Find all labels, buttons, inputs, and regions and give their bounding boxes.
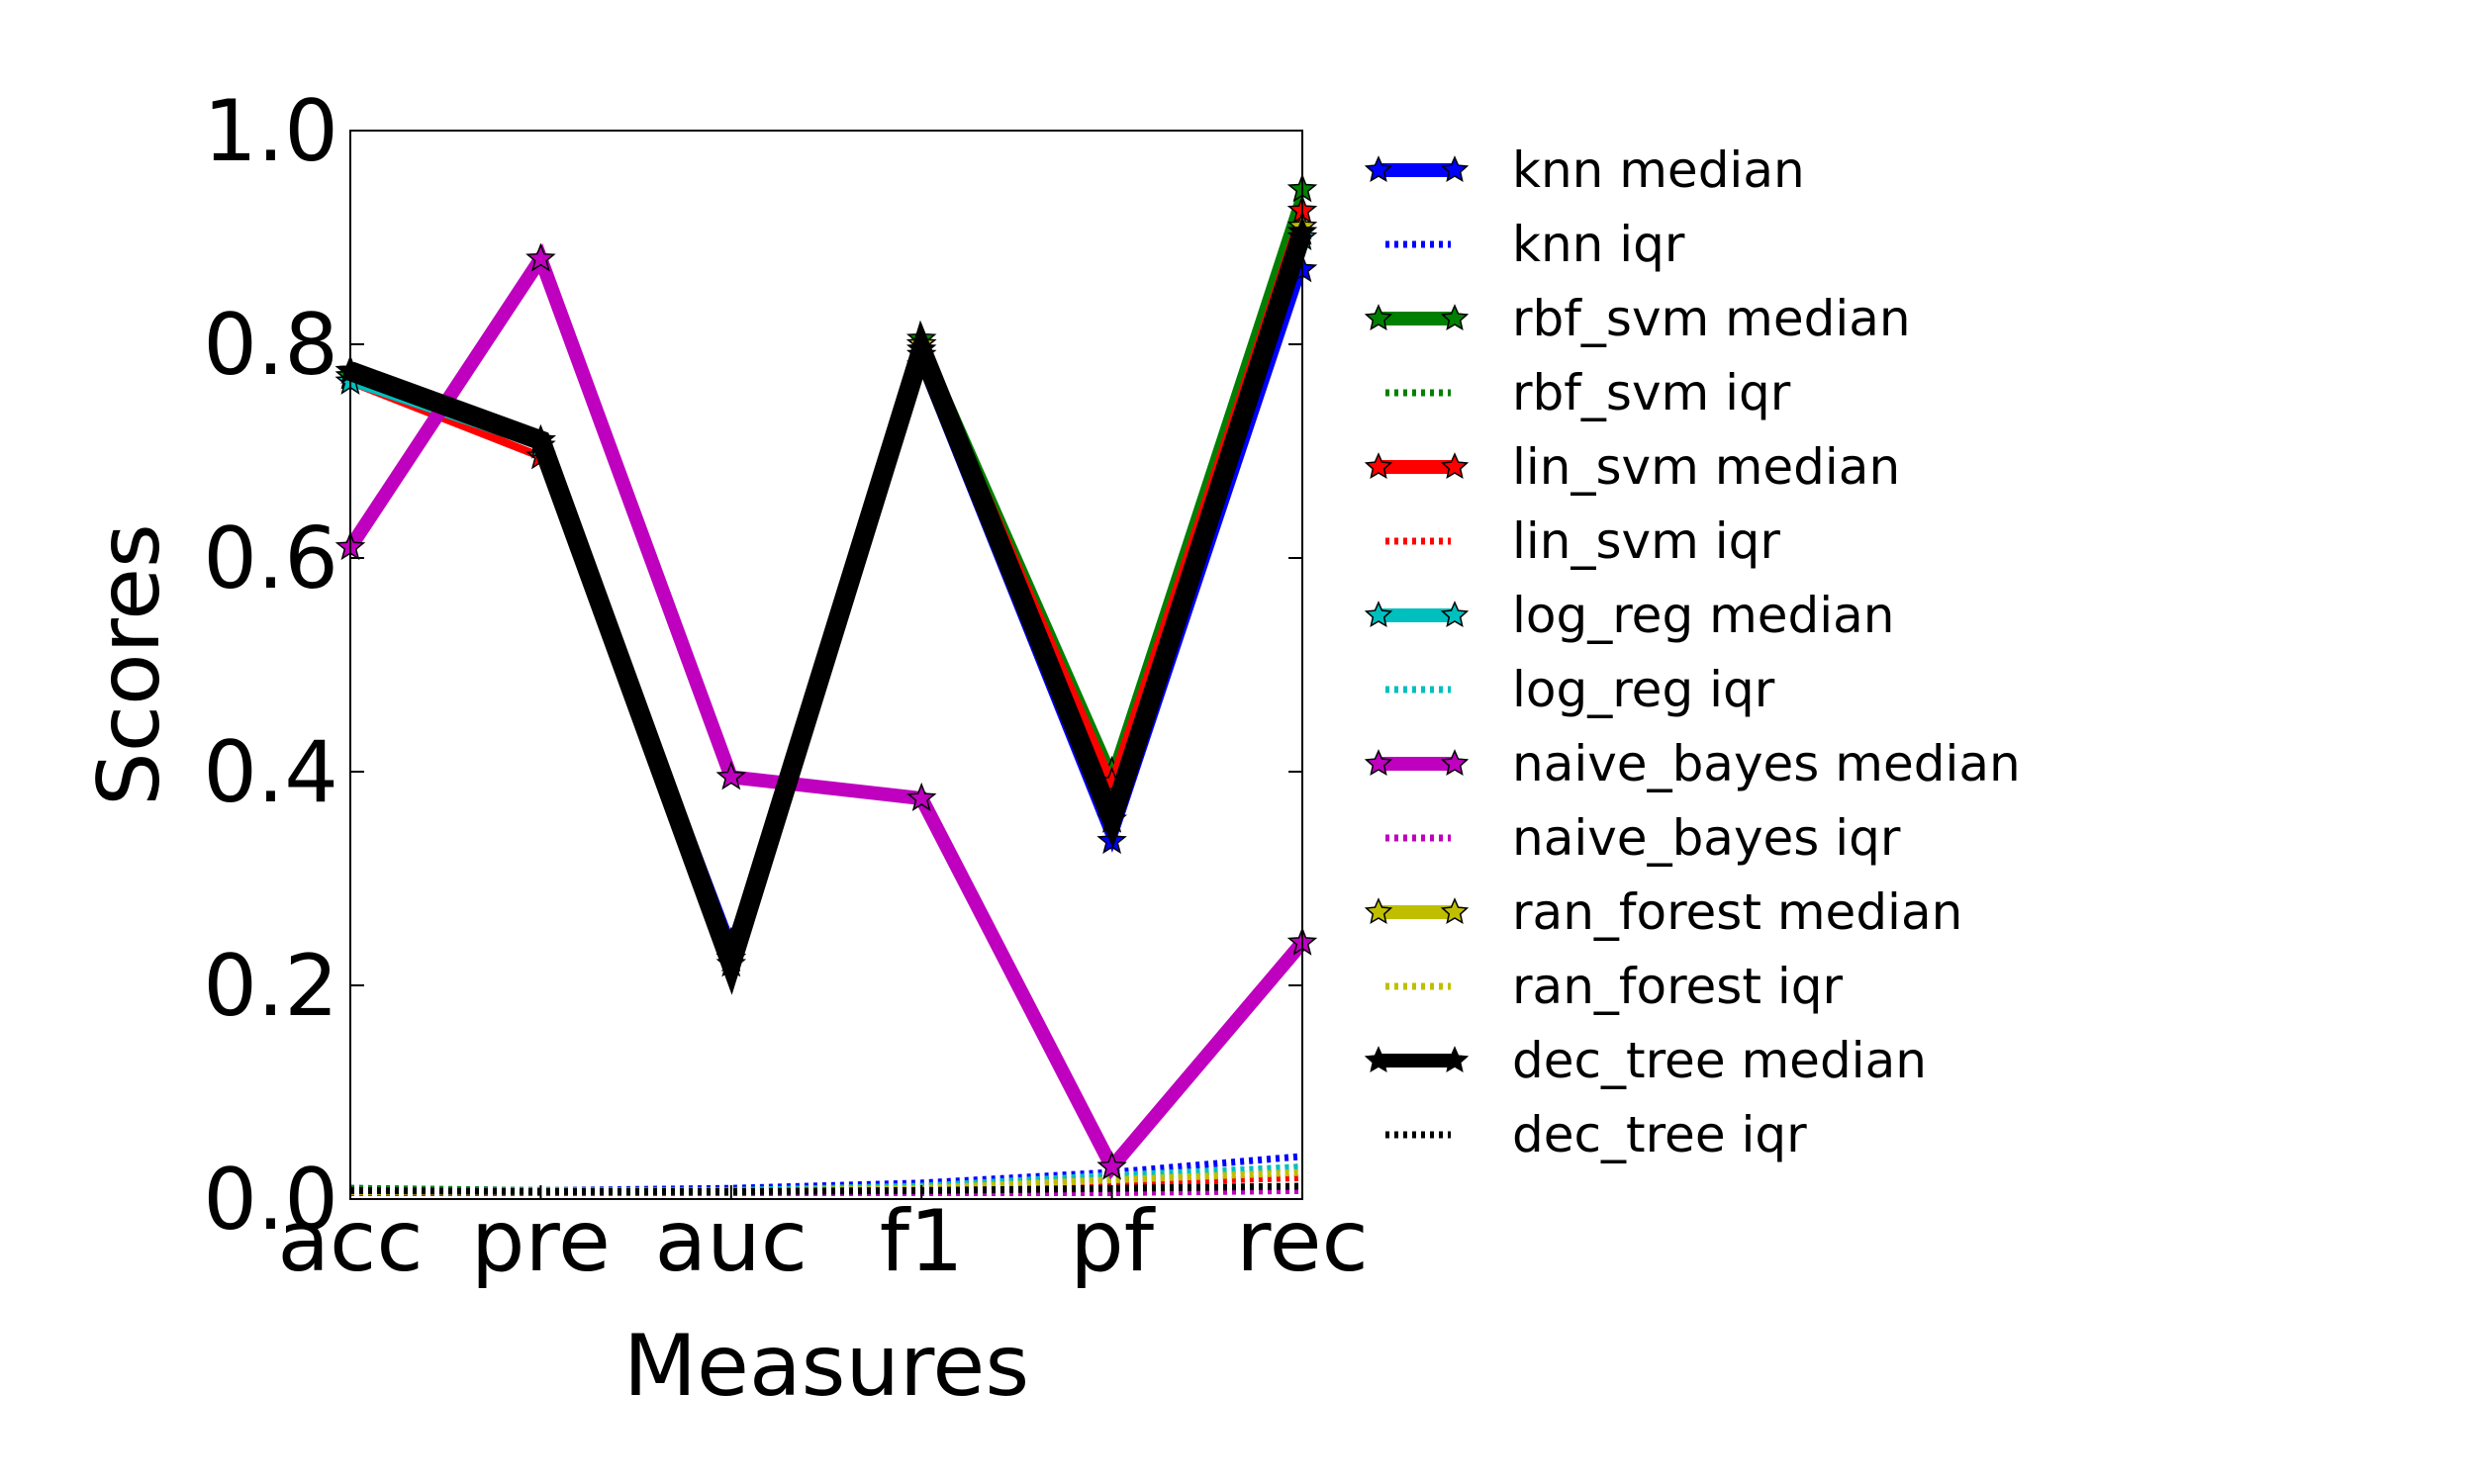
legend-marker: [1440, 897, 1470, 925]
legend-entry-dec-tree-median: dec_tree median: [1364, 1032, 1927, 1089]
series-line-ran-forest-iqr: [350, 1168, 1303, 1195]
legend-marker: [1364, 304, 1393, 331]
legend-label: ran_forest iqr: [1512, 958, 1843, 1015]
y-tick-label: 0.0: [203, 1151, 338, 1250]
series-line-knn-iqr: [349, 1153, 1303, 1194]
data-point-naive-bayes-median: [1096, 1151, 1127, 1180]
x-tick-label: rec: [1236, 1192, 1369, 1291]
legend-entry-naive-bayes-iqr: naive_bayes iqr: [1385, 809, 1901, 867]
legend-marker: [1364, 749, 1393, 777]
data-point-naive-bayes-median: [715, 761, 747, 790]
plot-frame: [349, 130, 1303, 1200]
x-tick-label: pf: [1070, 1192, 1156, 1291]
legend-label: naive_bayes iqr: [1512, 809, 1901, 867]
legend-marker: [1364, 452, 1393, 480]
legend-marker: [1364, 897, 1393, 925]
data-point-dec-tree-median: [905, 333, 937, 363]
x-tick-label: auc: [655, 1192, 809, 1291]
series-line-rbf-svm-median: [348, 188, 1306, 967]
series-line-log-reg-median: [348, 235, 1306, 961]
legend-entry-naive-bayes-median: naive_bayes median: [1364, 735, 2021, 792]
legend-label: ran_forest median: [1512, 883, 1962, 941]
plot-area: [334, 173, 1318, 1196]
series-line-knn-median: [348, 268, 1306, 955]
y-tick-label: 1.0: [203, 82, 338, 181]
legend-entry-log-reg-median: log_reg median: [1364, 587, 1895, 644]
legend-entry-rbf-svm-iqr: rbf_svm iqr: [1385, 364, 1791, 421]
legend-label: rbf_svm median: [1512, 290, 1911, 347]
y-tick-label: 0.8: [203, 296, 338, 395]
series-line-dec-tree-median: [346, 229, 1312, 995]
legend-label: naive_bayes median: [1512, 735, 2021, 792]
y-tick-label: 0.4: [203, 723, 338, 822]
legend-entry-ran-forest-median: ran_forest median: [1364, 883, 1962, 941]
series-line-dec-tree-iqr: [349, 1182, 1303, 1195]
legend-label: lin_svm iqr: [1512, 512, 1780, 570]
legend-marker: [1364, 155, 1393, 183]
legend-entry-log-reg-iqr: log_reg iqr: [1385, 661, 1775, 718]
x-tick-label: acc: [277, 1192, 423, 1291]
legend-marker: [1440, 601, 1470, 628]
legend-label: rbf_svm iqr: [1512, 364, 1791, 421]
legend-label: dec_tree median: [1512, 1032, 1927, 1089]
legend-entry-lin-svm-median: lin_svm median: [1364, 438, 1900, 496]
legend-entry-knn-iqr: knn iqr: [1385, 216, 1685, 273]
series-line-log-reg-iqr: [350, 1163, 1303, 1194]
y-axis-title: Scores: [80, 523, 179, 806]
legend-label: knn iqr: [1512, 216, 1685, 273]
legend-marker: [1440, 452, 1470, 480]
legend-marker: [1364, 601, 1393, 628]
legend-label: dec_tree iqr: [1512, 1106, 1807, 1163]
legend-label: lin_svm median: [1512, 438, 1900, 496]
data-point-dec-tree-median: [1096, 803, 1127, 833]
legend-marker: [1440, 749, 1470, 777]
y-tick-label: 0.2: [203, 937, 338, 1036]
data-point-naive-bayes-median: [905, 782, 937, 811]
y-axis: 0.0 0.2 0.4 0.6 0.8 1.0: [203, 82, 1302, 1250]
legend-entry-knn-median: knn median: [1364, 141, 1805, 199]
series-line-rbf-svm-iqr: [349, 1163, 1303, 1194]
legend-entry-rbf-svm-median: rbf_svm median: [1364, 290, 1911, 347]
data-point-dec-tree-median: [715, 948, 747, 977]
legend-entry-lin-svm-iqr: lin_svm iqr: [1385, 512, 1780, 570]
legend-label: log_reg iqr: [1512, 661, 1775, 718]
legend-entry-ran-forest-iqr: ran_forest iqr: [1385, 958, 1843, 1015]
x-tick-label: f1: [880, 1192, 964, 1291]
data-point-dec-tree-median: [525, 424, 556, 454]
legend-marker: [1440, 155, 1470, 183]
y-tick-label: 0.6: [203, 510, 338, 608]
series-line-naive-bayes-median: [344, 243, 1308, 1180]
x-axis-title: Measures: [623, 1317, 1029, 1416]
legend-marker: [1364, 1046, 1393, 1073]
legend-marker: [1440, 304, 1470, 331]
legend: knn median knn iqr rbf_svm median rbf_svm i…: [1364, 141, 2021, 1163]
legend-marker: [1440, 1046, 1470, 1073]
legend-label: log_reg median: [1512, 587, 1895, 644]
x-tick-label: pre: [471, 1192, 611, 1291]
series-line-lin-svm-iqr: [349, 1173, 1303, 1195]
x-axis: acc pre auc f1 pf rec: [277, 1185, 1369, 1291]
legend-label: knn median: [1512, 141, 1805, 199]
legend-entry-dec-tree-iqr: dec_tree iqr: [1385, 1106, 1807, 1163]
data-point-naive-bayes-median: [525, 242, 556, 272]
